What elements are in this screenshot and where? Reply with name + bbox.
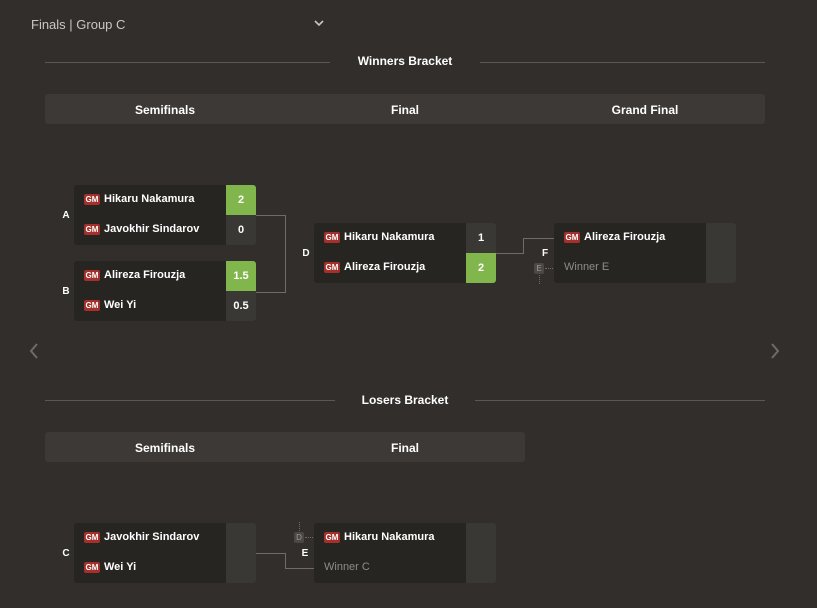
- score: 2: [226, 185, 256, 215]
- round-label-final: Final: [390, 441, 419, 455]
- bracket-connector: [523, 238, 554, 254]
- match-row[interactable]: GM Alireza Firouzja 1.5: [74, 261, 256, 291]
- winners-rounds-header: Semifinals Final Grand Final: [45, 94, 765, 124]
- match-e[interactable]: GM Hikaru Nakamura Winner C: [314, 523, 496, 583]
- match-label-f: F: [541, 248, 549, 259]
- round-label-grand-final: Grand Final: [611, 103, 679, 117]
- player-name: Javokhir Sindarov: [104, 531, 200, 543]
- chevron-left-icon[interactable]: [27, 341, 41, 361]
- match-label-e: E: [301, 548, 309, 559]
- losers-rounds-header: Semifinals Final: [45, 432, 525, 462]
- player-name: Alireza Firouzja: [584, 231, 666, 243]
- player-name: Wei Yi: [104, 561, 137, 573]
- round-label-semifinals: Semifinals: [134, 441, 196, 455]
- player-name: Hikaru Nakamura: [344, 531, 435, 543]
- match-row[interactable]: GM Wei Yi: [74, 553, 256, 583]
- title-badge: GM: [324, 262, 340, 273]
- chevron-right-icon[interactable]: [768, 341, 782, 361]
- match-label-a: A: [62, 210, 70, 221]
- title-badge: GM: [84, 562, 100, 573]
- player-name: Javokhir Sindarov: [104, 223, 200, 235]
- match-b[interactable]: GM Alireza Firouzja 1.5 GM Wei Yi 0.5: [74, 261, 256, 321]
- player-name: Hikaru Nakamura: [344, 231, 435, 243]
- divider: [480, 62, 765, 63]
- title-badge: GM: [84, 224, 100, 235]
- match-a[interactable]: GM Hikaru Nakamura 2 GM Javokhir Sindaro…: [74, 185, 256, 245]
- title-badge: GM: [324, 232, 340, 243]
- match-row[interactable]: GM Hikaru Nakamura: [314, 523, 496, 553]
- group-select[interactable]: Finals | Group C: [31, 17, 126, 32]
- player-name-placeholder: Winner E: [564, 261, 610, 273]
- title-badge: GM: [84, 270, 100, 281]
- score: 1.5: [226, 261, 256, 291]
- score: 0: [226, 215, 256, 245]
- source-match-ref-d[interactable]: D: [294, 532, 304, 543]
- player-name-placeholder: Winner C: [324, 561, 370, 573]
- match-row[interactable]: GM Javokhir Sindarov: [74, 523, 256, 553]
- match-label-d: D: [302, 248, 310, 259]
- title-badge: GM: [564, 232, 580, 243]
- bracket-connector: [285, 553, 315, 569]
- player-name: Alireza Firouzja: [344, 261, 426, 273]
- score: 1: [466, 223, 496, 253]
- title-badge: GM: [324, 532, 340, 543]
- round-label-final: Final: [390, 103, 419, 117]
- match-row[interactable]: Winner C: [314, 553, 496, 583]
- match-d[interactable]: GM Hikaru Nakamura 1 GM Alireza Firouzja…: [314, 223, 496, 283]
- source-match-ref-e[interactable]: E: [534, 263, 544, 274]
- bracket-connector: [256, 215, 286, 293]
- match-row[interactable]: GM Hikaru Nakamura 1: [314, 223, 496, 253]
- match-f[interactable]: GM Alireza Firouzja Winner E: [554, 223, 736, 283]
- match-row[interactable]: GM Wei Yi 0.5: [74, 291, 256, 321]
- player-name: Alireza Firouzja: [104, 269, 186, 281]
- dotted-connector: [305, 537, 313, 538]
- title-badge: GM: [84, 300, 100, 311]
- match-row[interactable]: GM Hikaru Nakamura 2: [74, 185, 256, 215]
- round-label-semifinals: Semifinals: [134, 103, 196, 117]
- match-row[interactable]: GM Alireza Firouzja: [554, 223, 736, 253]
- divider: [45, 62, 330, 63]
- player-name: Hikaru Nakamura: [104, 193, 195, 205]
- score: 2: [466, 253, 496, 283]
- title-badge: GM: [84, 194, 100, 205]
- winners-bracket-title: Winners Bracket: [357, 54, 453, 68]
- title-badge: GM: [84, 532, 100, 543]
- match-row[interactable]: Winner E: [554, 253, 736, 283]
- dotted-connector: [299, 522, 300, 531]
- bracket-connector: [256, 553, 285, 554]
- dotted-connector: [539, 275, 540, 284]
- divider: [475, 400, 765, 401]
- match-label-c: C: [62, 548, 70, 559]
- match-label-b: B: [62, 286, 70, 297]
- match-row[interactable]: GM Alireza Firouzja 2: [314, 253, 496, 283]
- chevron-down-icon[interactable]: [312, 16, 326, 30]
- player-name: Wei Yi: [104, 299, 137, 311]
- losers-bracket-title: Losers Bracket: [361, 393, 449, 407]
- divider: [45, 400, 335, 401]
- match-c[interactable]: GM Javokhir Sindarov GM Wei Yi: [74, 523, 256, 583]
- dotted-connector: [545, 268, 553, 269]
- score: 0.5: [226, 291, 256, 321]
- match-row[interactable]: GM Javokhir Sindarov 0: [74, 215, 256, 245]
- bracket-connector: [496, 253, 523, 254]
